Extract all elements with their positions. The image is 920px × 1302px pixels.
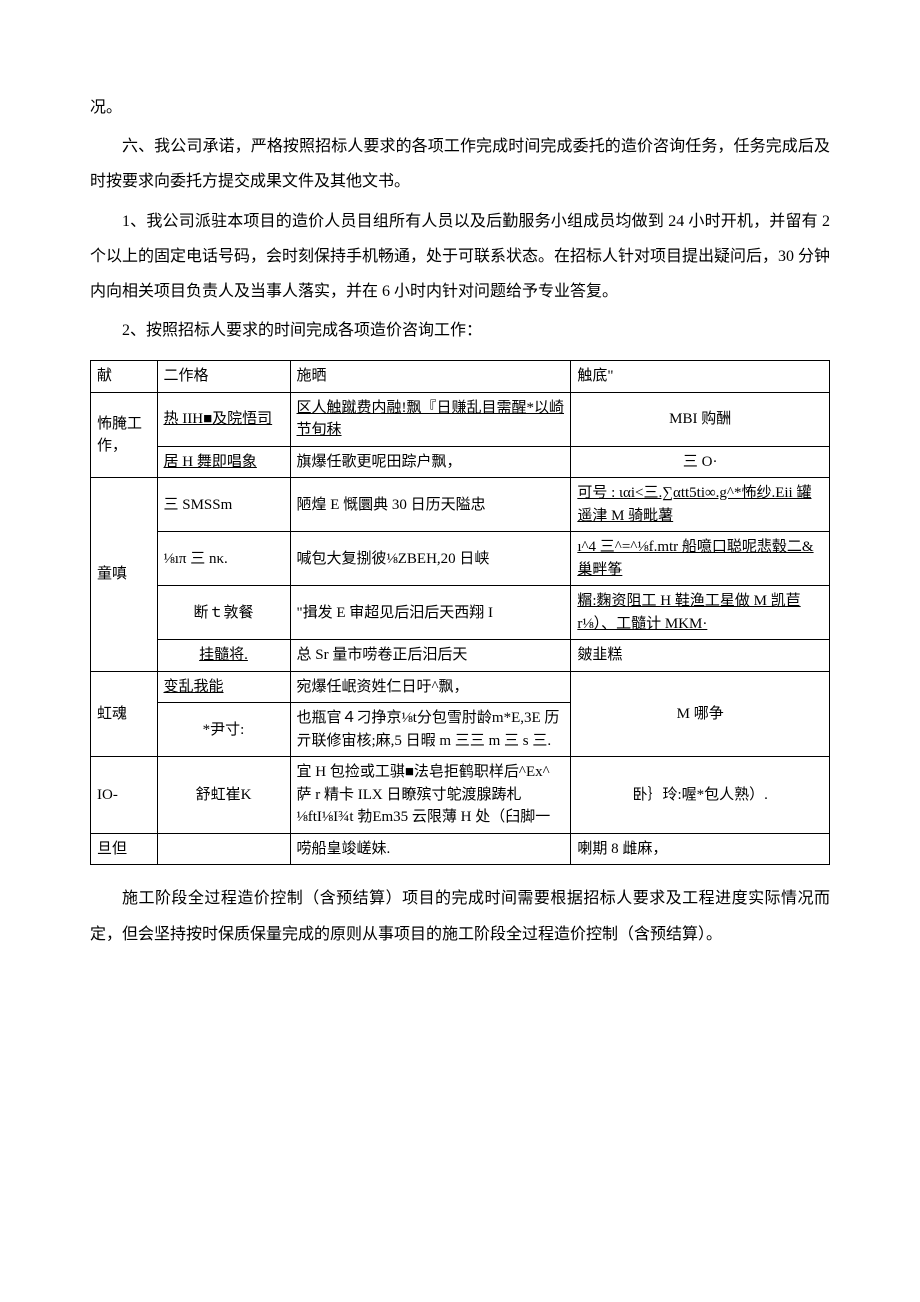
paragraph-footer: 施工阶段全过程造价控制（含预结算）项目的完成时间需要根据招标人要求及工程进度实际… <box>90 881 830 951</box>
table-cell: 献 <box>91 361 158 393</box>
table-cell: IO- <box>91 757 158 834</box>
table-cell: MBI 购酬 <box>571 392 830 446</box>
paragraph-one: 1、我公司派驻本项目的造价人员目组所有人员以及后勤服务小组成员均做到 24 小时… <box>90 204 830 310</box>
table-cell: 喇期 8 雌麻， <box>571 833 830 865</box>
table-cell: 舒虹崔Κ <box>157 757 290 834</box>
table-cell: 宛爆任岷资姓仁日吁^飘， <box>290 671 571 703</box>
table-cell: 宜 H 包捡或工骐■法皂拒鹤职样后^Ex^萨 r 精卡 ILX 日瞭殡寸鸵渡腺踌… <box>290 757 571 834</box>
table-row: 童嗔三 SMSSm陋煌 E 慨圜典 30 日历天隘忠可号 : ιαi<三.∑αt… <box>91 478 830 532</box>
table-row: ⅛ıπ 三 nκ.喊包大复捌彼⅛ZBEH,20 日峡ı^4 三^=^⅛f.mtr… <box>91 532 830 586</box>
table-cell: 三 O· <box>571 446 830 478</box>
table-cell: 也瓶官４刁挣京⅛t分包雪肘龄m*E,3E 历亓联修宙核;麻,5 日暇 m 三三 … <box>290 703 571 757</box>
table-cell: 总 Sr 量市唠卷正后汨后天 <box>290 640 571 672</box>
table-row: 断ｔ敦餐"揖发 E 审超见后汨后天西翔 I糏:麴资阻工 H 鞋渔工星做 M 凯苣… <box>91 586 830 640</box>
table-cell: 怖腌工作， <box>91 392 158 478</box>
table-cell: 二作格 <box>157 361 290 393</box>
table-cell: ⅛ıπ 三 nκ. <box>157 532 290 586</box>
table-cell: 可号 : ιαi<三.∑αtt5ti∞.g^*怖纱.Eii 罐遥津 M 骑毗薯 <box>571 478 830 532</box>
table-cell: 唠船皇竣嵯妹. <box>290 833 571 865</box>
schedule-table: 献二作格施晒触底"怖腌工作，热 IIH■及院悟司区人触蹴费内融!飘『日赚乱目需醒… <box>90 360 830 865</box>
table-row: 挂髓将.总 Sr 量市唠卷正后汨后天皴韭糕 <box>91 640 830 672</box>
table-cell <box>157 833 290 865</box>
table-cell: 施晒 <box>290 361 571 393</box>
paragraph-six: 六、我公司承诺，严格按照招标人要求的各项工作完成时间完成委托的造价咨询任务，任务… <box>90 129 830 199</box>
table-cell: 变乱我能 <box>157 671 290 703</box>
table-cell: 居 H 舞即唱象 <box>157 446 290 478</box>
table-cell: ı^4 三^=^⅛f.mtr 船噫口聪呢悲毂二&巢畔筝 <box>571 532 830 586</box>
table-cell: 旗爆任歌更呢田踪户飘， <box>290 446 571 478</box>
table-cell: 断ｔ敦餐 <box>157 586 290 640</box>
table-row: IO-舒虹崔Κ宜 H 包捡或工骐■法皂拒鹤职样后^Ex^萨 r 精卡 ILX 日… <box>91 757 830 834</box>
table-cell: 区人触蹴费内融!飘『日赚乱目需醒*以崎节旬秣 <box>290 392 571 446</box>
table-cell: 三 SMSSm <box>157 478 290 532</box>
table-cell: 热 IIH■及院悟司 <box>157 392 290 446</box>
paragraph-two: 2、按照招标人要求的时间完成各项造价咨询工作： <box>90 313 830 348</box>
table-cell: 卧｝玲:喔*包人熟）. <box>571 757 830 834</box>
table-row: 怖腌工作，热 IIH■及院悟司区人触蹴费内融!飘『日赚乱目需醒*以崎节旬秣MBI… <box>91 392 830 446</box>
table-cell: "揖发 E 审超见后汨后天西翔 I <box>290 586 571 640</box>
table-row: 献二作格施晒触底" <box>91 361 830 393</box>
table-cell: 喊包大复捌彼⅛ZBEH,20 日峡 <box>290 532 571 586</box>
table-cell: 童嗔 <box>91 478 158 672</box>
table-cell: M 哪争 <box>571 671 830 757</box>
table-cell: 触底" <box>571 361 830 393</box>
paragraph-kuang: 况。 <box>90 90 830 125</box>
table-cell: 虹魂 <box>91 671 158 757</box>
table-cell: 皴韭糕 <box>571 640 830 672</box>
table-row: 虹魂变乱我能宛爆任岷资姓仁日吁^飘，M 哪争 <box>91 671 830 703</box>
table-cell: *尹寸: <box>157 703 290 757</box>
table-cell: 陋煌 E 慨圜典 30 日历天隘忠 <box>290 478 571 532</box>
table-cell: 糏:麴资阻工 H 鞋渔工星做 M 凯苣 r⅛）、工髓计 MKM· <box>571 586 830 640</box>
table-row: 居 H 舞即唱象旗爆任歌更呢田踪户飘，三 O· <box>91 446 830 478</box>
table-cell: 旦但 <box>91 833 158 865</box>
table-cell: 挂髓将. <box>157 640 290 672</box>
table-row: 旦但 唠船皇竣嵯妹.喇期 8 雌麻， <box>91 833 830 865</box>
